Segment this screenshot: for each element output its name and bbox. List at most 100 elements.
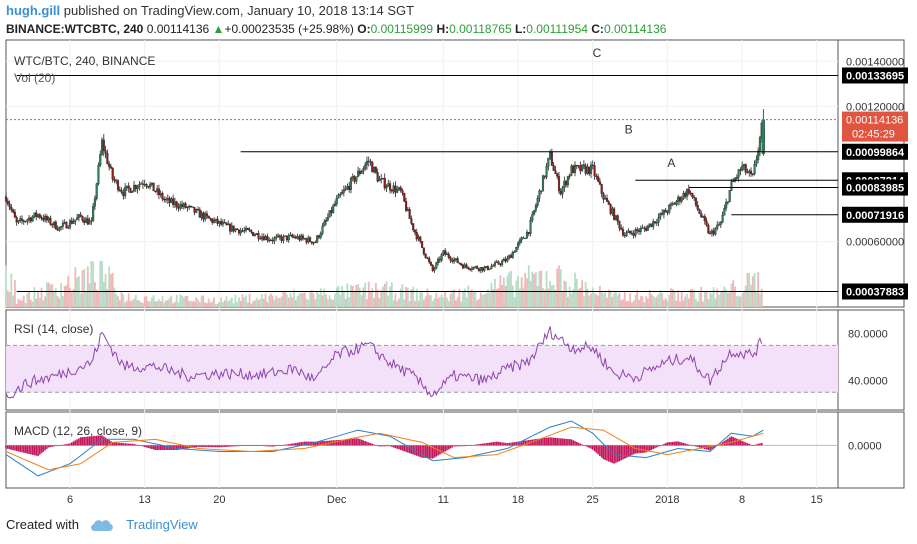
macd-hist-bar: [444, 445, 446, 452]
candle-down: [246, 227, 249, 230]
candle-down: [191, 206, 194, 208]
candle-down: [616, 215, 619, 222]
macd-hist-bar: [479, 443, 482, 446]
candle-up: [289, 234, 292, 236]
macd-hist-bar: [14, 445, 16, 451]
macd-hist-bar: [410, 445, 413, 454]
author-link[interactable]: hugh.gill: [6, 3, 61, 18]
macd-hist-bar: [759, 443, 761, 446]
macd-hist-bar: [266, 445, 269, 447]
candle-up: [680, 198, 683, 202]
macd-hist-bar: [545, 437, 548, 446]
volume-bar: [312, 293, 315, 307]
macd-hist-bar: [632, 445, 635, 455]
volume-bar: [437, 298, 439, 307]
macd-hist-bar: [236, 445, 238, 447]
volume-bar: [394, 293, 397, 307]
volume-bar: [22, 295, 25, 307]
volume-bar: [618, 292, 621, 307]
macd-hist-bar: [451, 445, 454, 448]
macd-hist-bar: [577, 442, 580, 446]
candle-down: [278, 235, 281, 238]
candle-up: [47, 217, 50, 221]
volume-bar: [154, 301, 157, 307]
created-with-label: Created with: [6, 517, 79, 532]
candle-down: [285, 235, 288, 241]
candle-up: [68, 220, 72, 228]
candle-up: [72, 221, 75, 224]
macd-hist-bar: [229, 445, 231, 447]
macd-hist-bar: [382, 445, 384, 447]
rsi-pane-title: RSI (14, close): [14, 322, 93, 336]
candle-down: [456, 258, 459, 263]
macd-hist-bar: [65, 444, 68, 446]
macd-hist-bar: [81, 437, 84, 446]
macd-hist-bar: [542, 438, 544, 446]
macd-hist-bar: [273, 445, 276, 447]
volume-bar: [174, 301, 176, 307]
rsi-tick-label: 40.0000: [848, 376, 888, 388]
macd-hist-bar: [750, 444, 752, 446]
x-tick-label: 18: [512, 494, 524, 506]
candle-down: [693, 196, 696, 198]
macd-hist-bar: [184, 445, 187, 449]
main-pane-title: WTC/BTC, 240, BINANCE: [14, 54, 155, 68]
last-price-label: 0.00114136: [846, 115, 903, 127]
volume-bar: [190, 300, 192, 307]
countdown-label: 02:45:29: [852, 129, 895, 141]
macd-hist-bar: [629, 445, 631, 457]
candle-down: [348, 186, 351, 190]
macd-hist-bar: [305, 441, 308, 446]
volume-bar: [479, 292, 482, 307]
volume-bar: [310, 290, 313, 307]
candle-down: [684, 192, 687, 197]
candle-up: [77, 214, 80, 218]
volume-bar: [268, 295, 271, 307]
macd-hist-bar: [296, 442, 299, 446]
candle-down: [429, 261, 433, 266]
macd-hist-bar: [403, 445, 406, 452]
candle-down: [202, 212, 205, 220]
macd-pane: [5, 420, 838, 477]
tradingview-link[interactable]: TradingView: [126, 517, 198, 532]
candle-down: [236, 228, 239, 230]
volume-bar: [227, 301, 230, 307]
candle-up: [614, 215, 617, 220]
candle-down: [262, 236, 265, 241]
volume-bar: [161, 296, 164, 307]
macd-hist-bar: [94, 435, 96, 446]
candle-up: [346, 186, 349, 189]
candle-up: [668, 205, 671, 213]
volume-bar: [86, 266, 89, 307]
candle-down: [465, 264, 468, 268]
macd-hist-bar: [664, 443, 667, 446]
candle-down: [154, 190, 157, 192]
volume-bar: [712, 287, 715, 307]
volume-bar: [21, 300, 23, 307]
macd-hist-bar: [415, 445, 418, 456]
candle-down: [172, 198, 175, 205]
candle-down: [746, 172, 749, 174]
candle-up: [385, 186, 388, 189]
volume-bar: [680, 292, 683, 307]
candle-up: [725, 202, 728, 209]
volume-bar: [261, 294, 263, 307]
volume-bar: [40, 287, 43, 307]
candle-up: [76, 217, 79, 220]
macd-hist-bar: [376, 445, 379, 447]
candle-up: [335, 198, 338, 205]
macd-hist-bar: [476, 444, 479, 446]
volume-bar: [159, 301, 162, 307]
macd-hist-bar: [375, 445, 377, 446]
volume-bar: [28, 290, 31, 307]
volume-bar: [494, 278, 496, 307]
macd-hist-bar: [17, 445, 20, 452]
volume-bar: [677, 290, 680, 307]
candle-down: [280, 237, 283, 241]
volume-bar: [31, 301, 34, 307]
macd-hist-bar: [30, 445, 32, 455]
volume-bar: [92, 261, 95, 307]
candle-down: [6, 200, 9, 204]
candle-up: [100, 139, 104, 155]
